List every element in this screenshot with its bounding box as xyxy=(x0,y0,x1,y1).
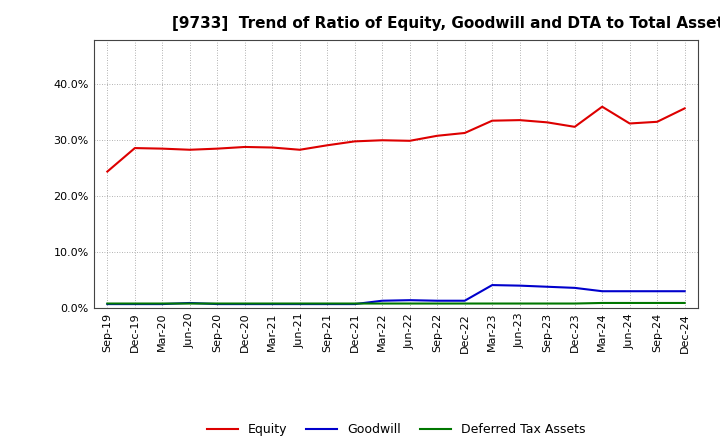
Deferred Tax Assets xyxy=(186,301,194,306)
Goodwill xyxy=(543,284,552,290)
Deferred Tax Assets xyxy=(488,301,497,306)
Equity xyxy=(405,138,414,143)
Goodwill xyxy=(680,289,689,294)
Deferred Tax Assets xyxy=(543,301,552,306)
Equity xyxy=(653,119,662,125)
Line: Goodwill: Goodwill xyxy=(107,285,685,304)
Equity xyxy=(433,133,441,139)
Line: Deferred Tax Assets: Deferred Tax Assets xyxy=(107,303,685,304)
Goodwill xyxy=(460,298,469,303)
Equity xyxy=(130,146,139,151)
Goodwill xyxy=(268,301,276,307)
Goodwill xyxy=(433,298,441,303)
Goodwill xyxy=(130,301,139,307)
Goodwill xyxy=(295,301,304,307)
Deferred Tax Assets xyxy=(433,301,441,306)
Deferred Tax Assets xyxy=(626,301,634,306)
Equity xyxy=(378,138,387,143)
Equity xyxy=(186,147,194,152)
Goodwill xyxy=(516,283,524,288)
Goodwill xyxy=(213,301,222,307)
Equity xyxy=(570,124,579,129)
Goodwill xyxy=(598,289,606,294)
Equity xyxy=(680,106,689,111)
Equity xyxy=(295,147,304,152)
Legend: Equity, Goodwill, Deferred Tax Assets: Equity, Goodwill, Deferred Tax Assets xyxy=(202,418,590,440)
Equity xyxy=(103,169,112,174)
Deferred Tax Assets xyxy=(323,301,332,306)
Goodwill xyxy=(405,297,414,303)
Equity xyxy=(158,146,166,151)
Deferred Tax Assets xyxy=(598,301,606,306)
Deferred Tax Assets xyxy=(295,301,304,306)
Goodwill xyxy=(158,301,166,307)
Equity xyxy=(351,139,359,144)
Deferred Tax Assets xyxy=(405,301,414,306)
Goodwill xyxy=(186,301,194,306)
Line: Equity: Equity xyxy=(107,106,685,172)
Equity xyxy=(240,144,249,150)
Goodwill xyxy=(103,301,112,307)
Deferred Tax Assets xyxy=(240,301,249,306)
Deferred Tax Assets xyxy=(130,301,139,306)
Deferred Tax Assets xyxy=(516,301,524,306)
Deferred Tax Assets xyxy=(653,301,662,306)
Goodwill xyxy=(378,298,387,303)
Equity xyxy=(598,104,606,109)
Deferred Tax Assets xyxy=(570,301,579,306)
Goodwill xyxy=(488,282,497,288)
Equity xyxy=(516,117,524,123)
Deferred Tax Assets xyxy=(158,301,166,306)
Goodwill xyxy=(653,289,662,294)
Equity xyxy=(323,143,332,148)
Equity xyxy=(268,145,276,150)
Goodwill xyxy=(351,301,359,307)
Deferred Tax Assets xyxy=(268,301,276,306)
Equity xyxy=(460,130,469,136)
Deferred Tax Assets xyxy=(213,301,222,306)
Text: [9733]  Trend of Ratio of Equity, Goodwill and DTA to Total Assets: [9733] Trend of Ratio of Equity, Goodwil… xyxy=(172,16,720,32)
Goodwill xyxy=(626,289,634,294)
Equity xyxy=(488,118,497,123)
Deferred Tax Assets xyxy=(378,301,387,306)
Goodwill xyxy=(570,285,579,290)
Deferred Tax Assets xyxy=(103,301,112,306)
Equity xyxy=(626,121,634,126)
Deferred Tax Assets xyxy=(460,301,469,306)
Equity xyxy=(213,146,222,151)
Deferred Tax Assets xyxy=(680,301,689,306)
Goodwill xyxy=(323,301,332,307)
Deferred Tax Assets xyxy=(351,301,359,306)
Equity xyxy=(543,120,552,125)
Goodwill xyxy=(240,301,249,307)
